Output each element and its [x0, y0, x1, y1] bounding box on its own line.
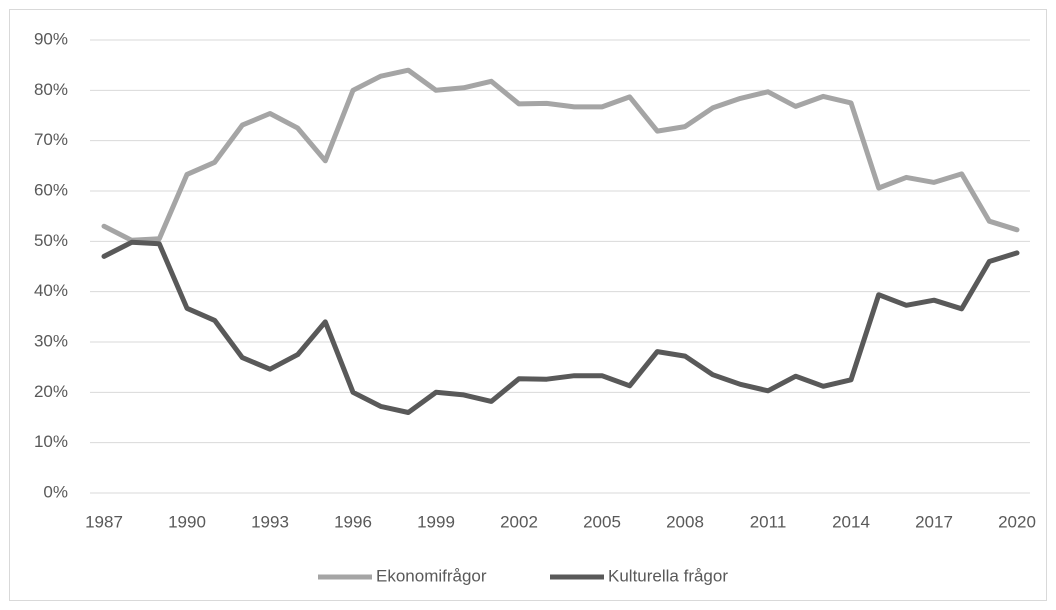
- x-tick-label: 1990: [168, 512, 206, 531]
- x-tick-label: 1999: [417, 512, 455, 531]
- y-tick-label: 70%: [34, 130, 68, 149]
- y-tick-label: 20%: [34, 382, 68, 401]
- legend-label: Ekonomifrågor: [376, 566, 487, 585]
- x-tick-label: 2017: [915, 512, 953, 531]
- y-tick-label: 0%: [43, 482, 68, 501]
- y-tick-label: 30%: [34, 331, 68, 350]
- x-tick-label: 2011: [750, 512, 787, 531]
- x-tick-label: 2005: [583, 512, 621, 531]
- x-tick-label: 1987: [85, 512, 123, 531]
- y-tick-label: 80%: [34, 80, 68, 99]
- data-line: [101, 239, 1020, 415]
- x-tick-label: 1996: [334, 512, 372, 531]
- legend-label: Kulturella frågor: [608, 566, 728, 585]
- y-tick-label: 90%: [34, 29, 68, 48]
- x-tick-label: 2008: [666, 512, 704, 531]
- y-tick-label: 10%: [34, 432, 68, 451]
- y-tick-label: 40%: [34, 281, 68, 300]
- x-tick-label: 2020: [998, 512, 1036, 531]
- x-tick-label: 2014: [832, 512, 870, 531]
- data-line: [101, 67, 1020, 243]
- y-tick-label: 60%: [34, 180, 68, 199]
- x-tick-label: 2002: [500, 512, 538, 531]
- y-tick-label: 50%: [34, 231, 68, 250]
- x-tick-label: 1993: [251, 512, 289, 531]
